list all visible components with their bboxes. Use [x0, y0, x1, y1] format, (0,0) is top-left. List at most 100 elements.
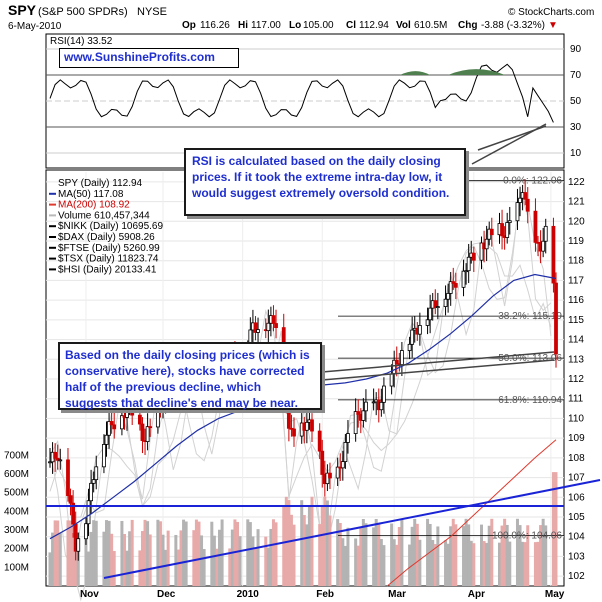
candle-body [364, 401, 368, 412]
volume-bar [472, 543, 476, 586]
candle-body [533, 210, 538, 243]
candle-body [379, 401, 384, 411]
x-tick-label: Apr [468, 589, 485, 600]
candle-body [325, 472, 330, 485]
x-tick-label: Feb [316, 589, 334, 600]
volume-bar [382, 545, 386, 586]
candle-body [394, 359, 399, 365]
site-link-box[interactable]: www.SunshineProfits.com [59, 48, 239, 68]
price-note: Based on the daily closing prices (which… [58, 342, 322, 410]
price-tick-label: 117 [568, 275, 584, 286]
candle-body [102, 444, 106, 468]
volume-bar [431, 540, 435, 586]
volume-bar [256, 529, 260, 586]
candle-body [48, 461, 52, 464]
rsi-tick-label: 10 [570, 148, 582, 159]
candle-body [407, 343, 412, 351]
volume-bar [536, 541, 540, 586]
volume-bar [305, 524, 309, 586]
volume-bar [266, 547, 270, 586]
volume-bar [544, 525, 548, 586]
volume-bar [533, 542, 537, 586]
fib-label: 61.8%: 110.94 [498, 395, 562, 406]
candle-body [525, 198, 530, 212]
volume-bar [53, 520, 57, 586]
candle-body [479, 242, 484, 261]
volume-bar [130, 519, 134, 586]
volume-bar [346, 527, 350, 586]
candle-body [471, 252, 476, 261]
volume-bar [482, 541, 486, 586]
rising-trend-line [103, 479, 601, 579]
candle-body [310, 419, 314, 432]
candle-body [271, 315, 276, 324]
volume-bar [274, 522, 278, 586]
volume-bar [356, 545, 360, 586]
volume-bar [485, 542, 489, 586]
volume-bar [338, 522, 342, 586]
volume-bar [212, 535, 216, 586]
candle-body [451, 281, 456, 284]
volume-bar [174, 534, 178, 586]
chart-symbol: SPY [8, 2, 37, 18]
volume-bar [336, 519, 340, 586]
candle-body [112, 424, 117, 430]
volume-bar [307, 505, 311, 586]
candle-body [66, 459, 70, 497]
volume-bar [246, 519, 250, 586]
volume-bar [318, 524, 322, 586]
rsi-panel: RSI(14) 33.52 90 70 50 30 10 [45, 33, 582, 169]
candle-body [507, 220, 512, 223]
chg-label: Chg [458, 20, 477, 31]
volume-bar [467, 524, 471, 586]
volume-bar [392, 539, 396, 586]
volume-bar [372, 527, 376, 586]
candle-body [107, 421, 111, 436]
volume-bar [413, 518, 417, 586]
volume-bar [148, 534, 152, 586]
volume-bar [395, 544, 399, 586]
volume-bar [300, 500, 304, 586]
rsi-line [49, 63, 554, 123]
candle-body [518, 197, 522, 203]
ma200-line [386, 439, 557, 587]
candle-body [109, 421, 114, 426]
candle-body [484, 238, 489, 250]
legend-entry: $HSI (Daily) 20133.41 [58, 264, 157, 275]
volume-bar [202, 549, 206, 586]
volume-bar [253, 547, 257, 586]
volume-bar [210, 521, 214, 586]
volume-bar [323, 496, 327, 586]
volume-bar [94, 520, 98, 586]
candle-body [148, 426, 153, 429]
hi-value: 117.00 [251, 20, 281, 31]
volume-bar [390, 523, 394, 586]
volume-bar [374, 518, 378, 586]
volume-bar [200, 535, 204, 586]
price-tick-label: 121 [568, 197, 585, 208]
volume-bar [236, 521, 240, 586]
volume-bar [143, 519, 147, 586]
candle-body [356, 411, 361, 415]
candle-body [292, 428, 296, 437]
site-link-text[interactable]: www.SunshineProfits.com [64, 50, 215, 64]
volume-bar [523, 542, 527, 586]
candle-body [382, 385, 386, 403]
lo-value: 105.00 [303, 20, 334, 31]
volume-bar [503, 518, 507, 586]
candle-body [335, 466, 340, 479]
volume-bar [292, 524, 296, 586]
volume-bar [505, 524, 509, 586]
rsi-note: RSI is calculated based on the daily clo… [184, 148, 466, 216]
volume-bar [107, 520, 111, 586]
volume-bar [184, 521, 188, 586]
candle-body [389, 373, 394, 387]
candle-body [448, 281, 453, 294]
volume-bar [92, 520, 96, 586]
rsi-note-text: RSI is calculated based on the daily clo… [192, 154, 450, 200]
volume-bar [515, 518, 519, 586]
volume-bar [84, 533, 88, 586]
price-note-pointer [321, 351, 555, 373]
cl-value: 112.94 [359, 20, 389, 31]
volume-bar [182, 519, 186, 586]
